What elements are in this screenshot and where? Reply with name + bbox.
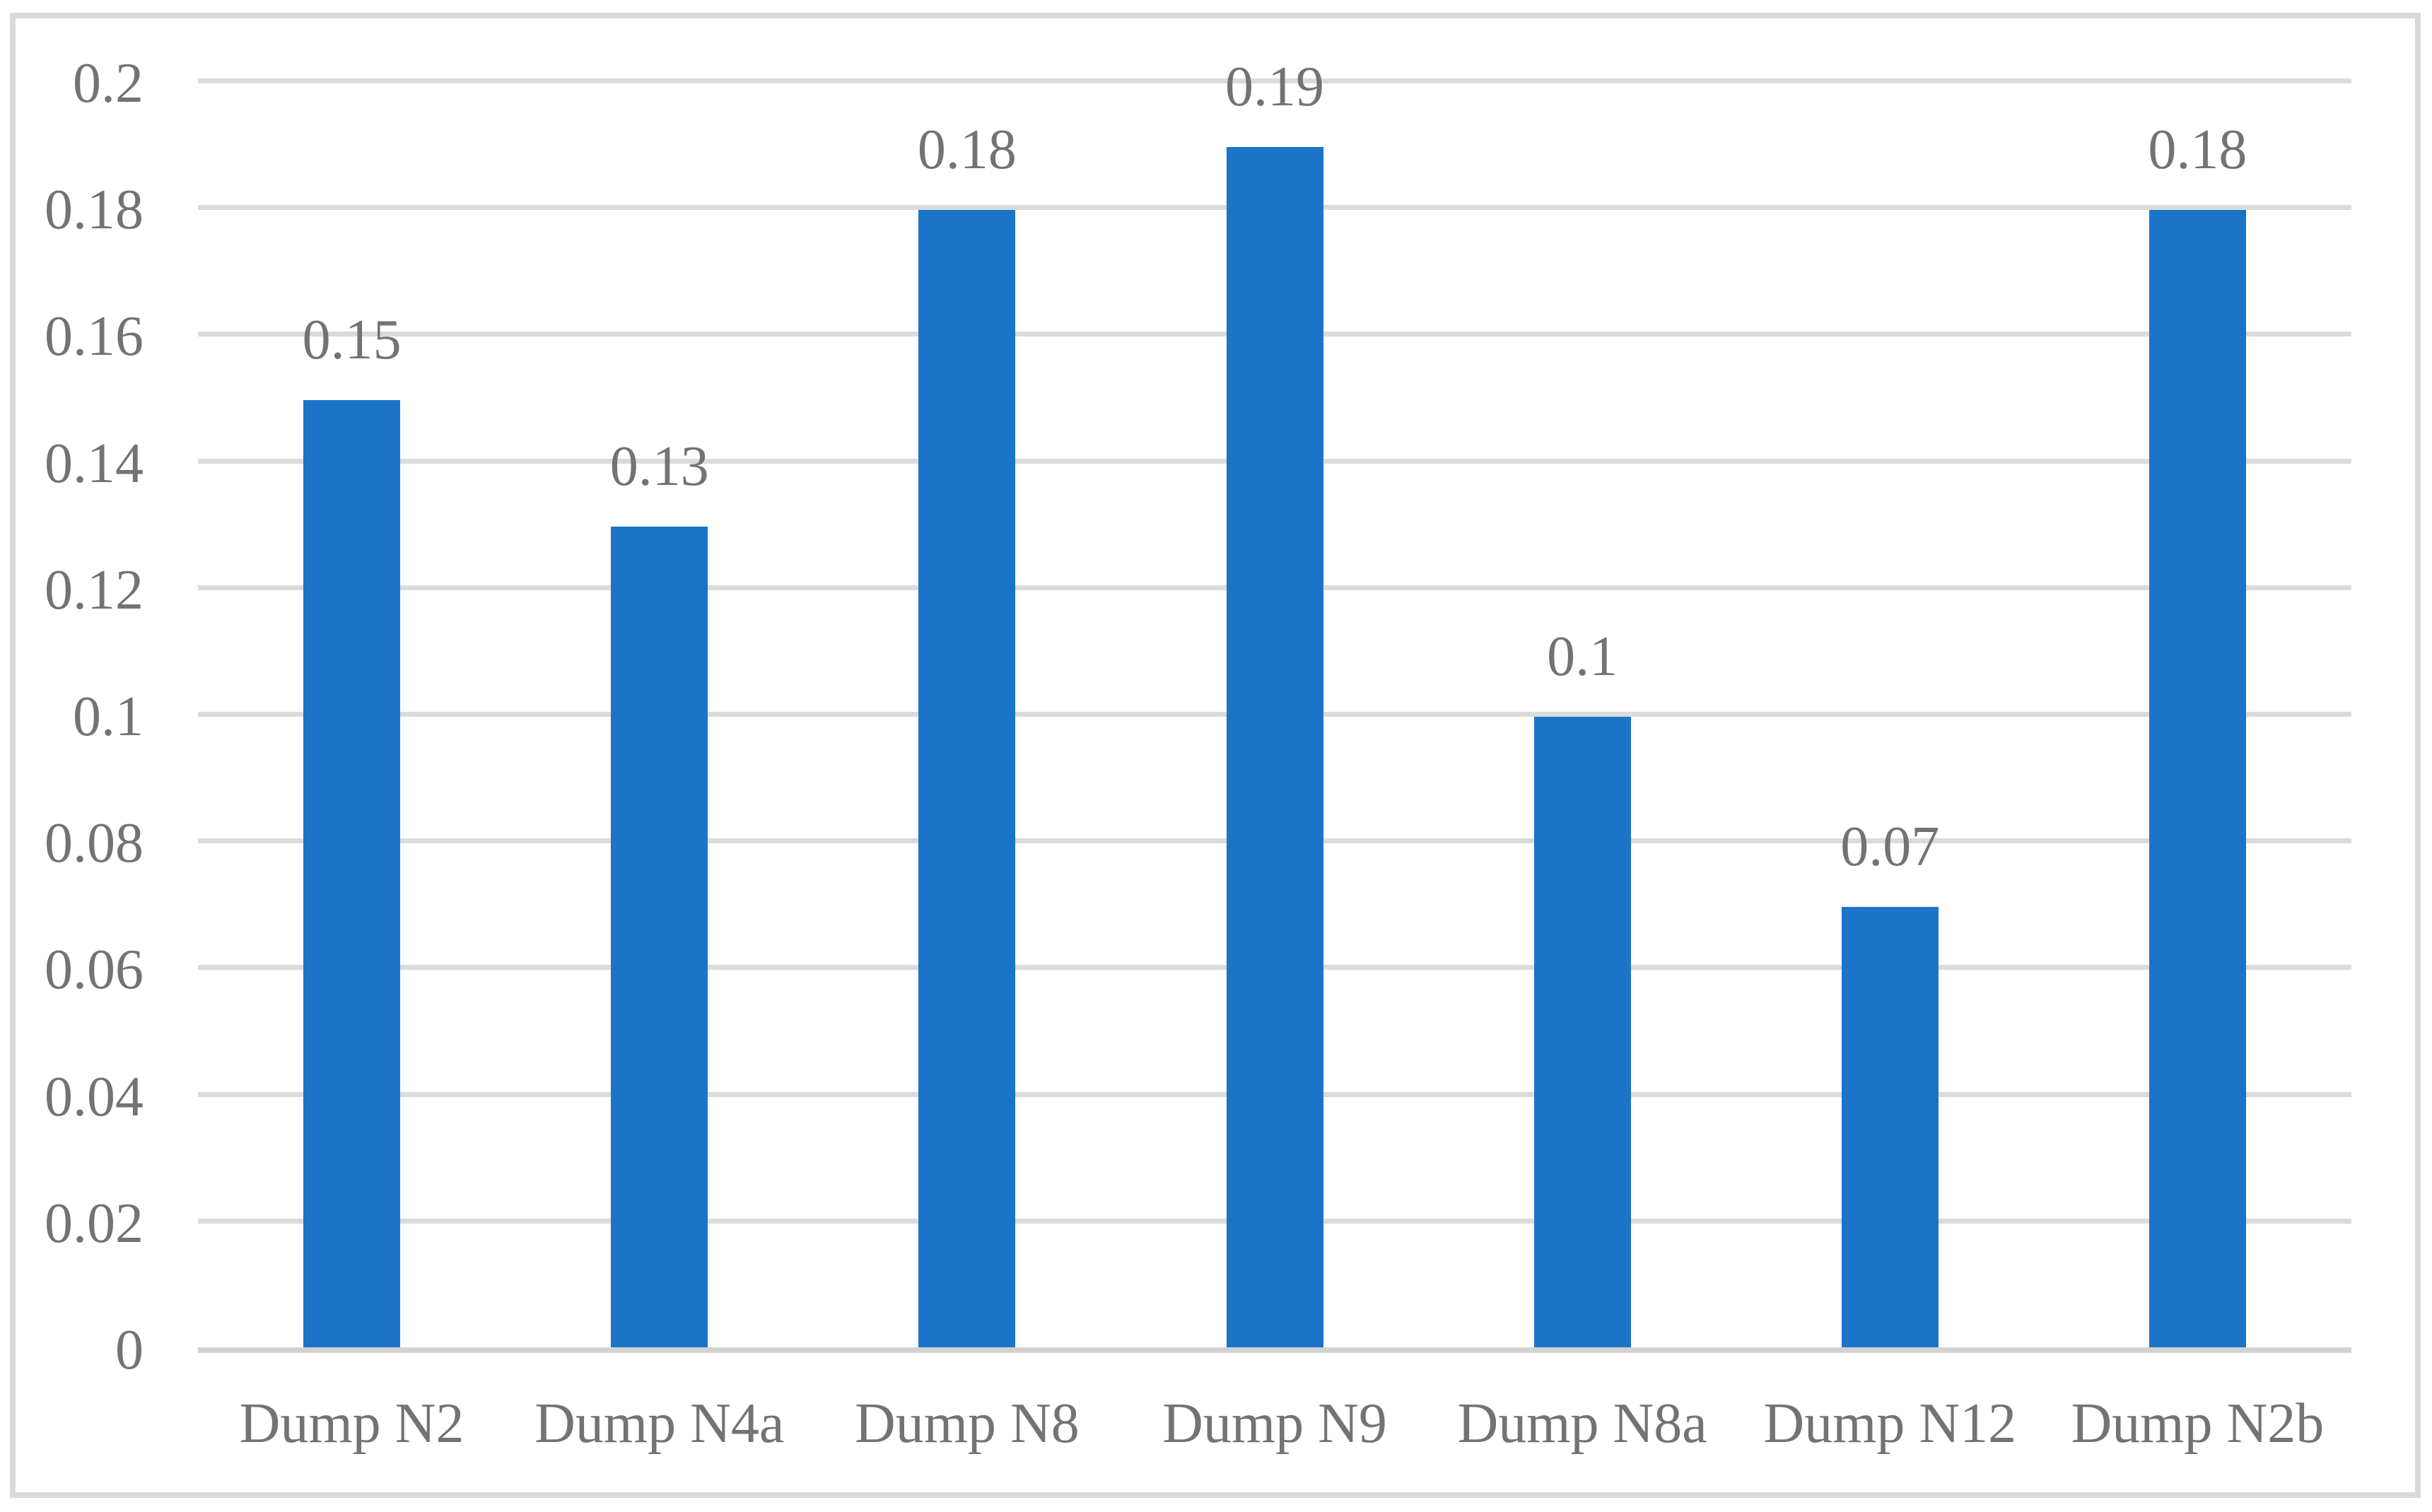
bar-dump-n8a	[1533, 717, 1631, 1347]
x-tick-label-dump-n4a: Dump N4a	[534, 1393, 785, 1455]
value-label-dump-n2: 0.15	[302, 309, 402, 371]
y-tick-label-0.18: 0.18	[45, 179, 144, 242]
x-axis-line	[198, 1347, 2351, 1353]
y-tick-label-0.02: 0.02	[45, 1192, 144, 1255]
bar-dump-n2b	[2149, 210, 2246, 1347]
x-tick-label-dump-n2b: Dump N2b	[2071, 1393, 2325, 1455]
value-label-dump-n8: 0.18	[917, 119, 1017, 182]
value-label-dump-n8a: 0.1	[1547, 626, 1618, 688]
x-tick-label-dump-n8a: Dump N8a	[1457, 1393, 1707, 1455]
bar-dump-n4a	[611, 527, 708, 1347]
y-tick-label-0.2: 0.2	[73, 52, 144, 115]
y-tick-label-0.14: 0.14	[45, 432, 144, 495]
value-label-dump-n4a: 0.13	[609, 435, 709, 498]
x-tick-label-dump-n2: Dump N2	[239, 1393, 464, 1455]
value-label-dump-n9: 0.19	[1225, 55, 1324, 118]
value-label-dump-n12: 0.07	[1840, 815, 1940, 878]
bar-dump-n9	[1226, 146, 1323, 1347]
y-tick-label-0.08: 0.08	[45, 812, 144, 875]
y-tick-label-0.06: 0.06	[45, 939, 144, 1002]
value-label-dump-n2b: 0.18	[2148, 119, 2247, 182]
y-tick-label-0: 0	[115, 1319, 144, 1381]
y-tick-label-0.1: 0.1	[73, 686, 144, 748]
bar-dump-n12	[1841, 906, 1939, 1347]
gridline-0.2	[198, 78, 2351, 83]
y-tick-label-0.12: 0.12	[45, 558, 144, 621]
bar-dump-n8	[918, 210, 1016, 1347]
x-tick-label-dump-n12: Dump N12	[1763, 1393, 2017, 1455]
bar-dump-n2	[303, 400, 401, 1347]
chart-frame	[10, 13, 2421, 1498]
y-tick-label-0.16: 0.16	[45, 305, 144, 368]
x-tick-label-dump-n9: Dump N9	[1162, 1393, 1387, 1455]
plot-area	[198, 78, 2351, 1347]
x-tick-label-dump-n8: Dump N8	[854, 1393, 1080, 1455]
y-tick-label-0.04: 0.04	[45, 1065, 144, 1128]
